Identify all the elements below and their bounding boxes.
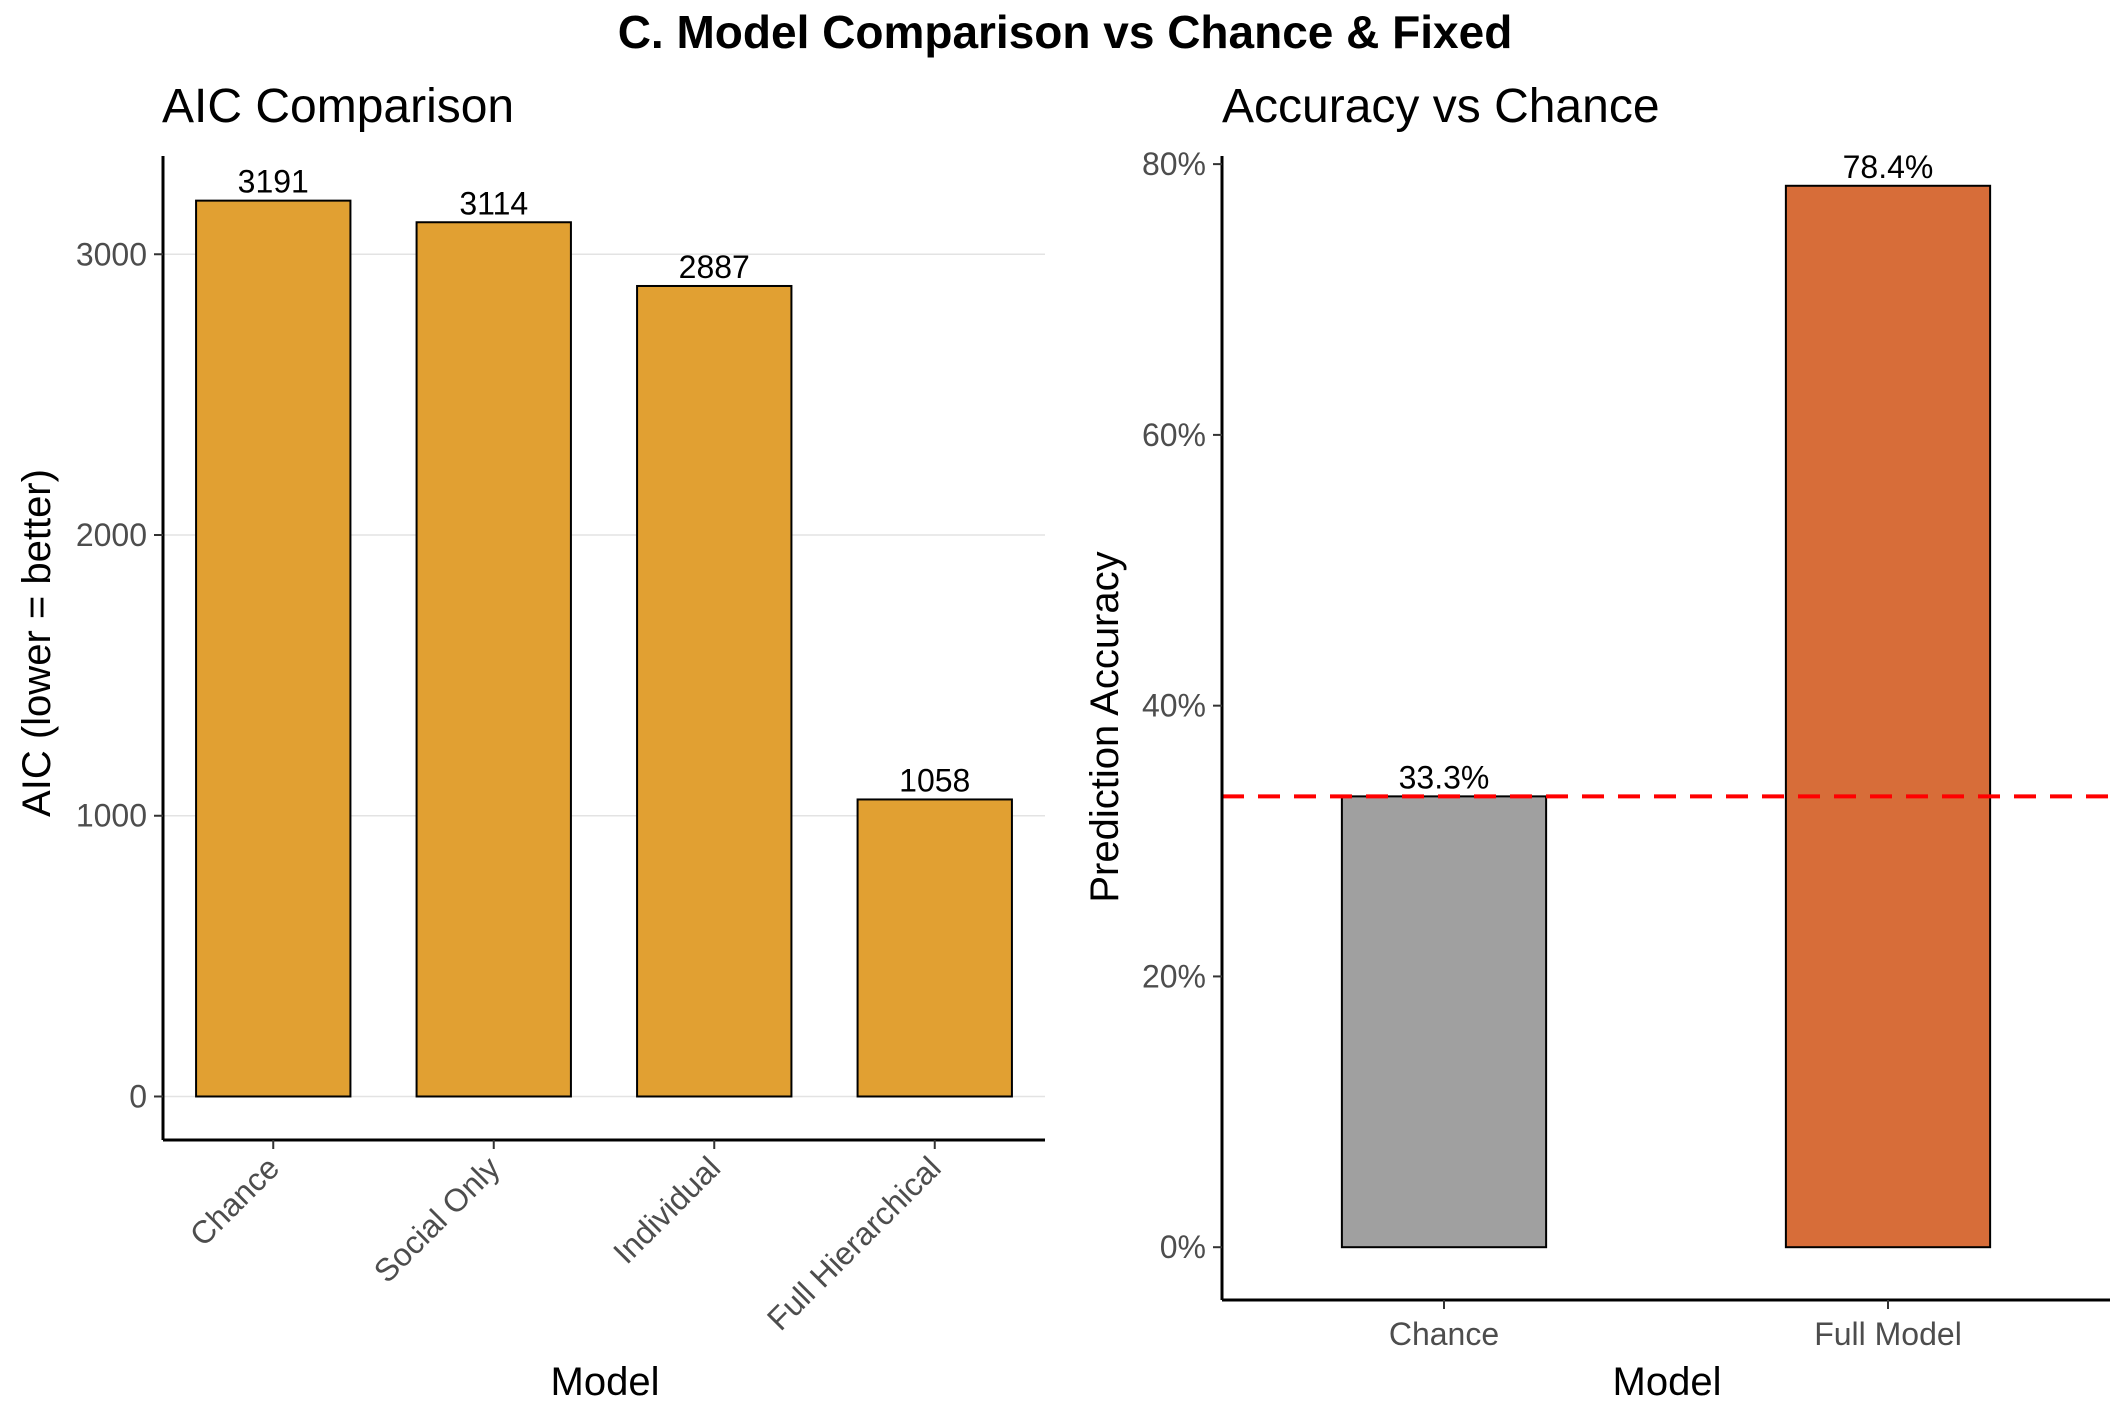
aic-bar-individual <box>636 284 793 1098</box>
aic-data-label-social-only: 3114 <box>459 185 528 221</box>
accuracy-y-tick-label: 60% <box>1142 417 1206 453</box>
aic-panel-title: AIC Comparison <box>162 80 514 133</box>
accuracy-data-label-chance: 33.3% <box>1399 759 1490 795</box>
accuracy-axes <box>1220 156 2110 1302</box>
aic-data-label-full-hierarchical: 1058 <box>899 762 970 798</box>
accuracy-x-ticks: Chance Full Model <box>1389 1300 1962 1352</box>
aic-y-tick-label: 1000 <box>76 798 147 834</box>
accuracy-y-tick-label: 80% <box>1142 146 1206 182</box>
aic-bar-chance <box>195 199 352 1098</box>
accuracy-x-tick-label-full-model: Full Model <box>1814 1316 1962 1352</box>
aic-x-tick-label-chance: Chance <box>183 1149 286 1252</box>
aic-bar-full-hierarchical <box>856 798 1013 1098</box>
aic-axes <box>161 156 1045 1142</box>
accuracy-y-tick-label: 0% <box>1160 1229 1206 1265</box>
accuracy-y-tick-label: 20% <box>1142 958 1206 994</box>
aic-y-tick-label: 0 <box>129 1078 147 1114</box>
aic-panel: AIC Comparison 3191 3114 2887 1058 0 1000 200… <box>15 80 1045 1404</box>
accuracy-y-tick-label: 40% <box>1142 688 1206 724</box>
accuracy-panel-title: Accuracy vs Chance <box>1222 80 1660 133</box>
aic-data-label-individual: 2887 <box>679 249 750 285</box>
aic-bar-social-only <box>415 221 572 1098</box>
accuracy-bar-full-model <box>1784 184 1992 1249</box>
aic-x-tick-label-full-hierarchical: Full Hierarchical <box>760 1149 948 1337</box>
accuracy-x-axis-title: Model <box>1613 1360 1722 1404</box>
aic-y-tick-label: 3000 <box>76 236 147 272</box>
accuracy-bars <box>1340 184 1992 1249</box>
aic-y-ticks: 0 1000 2000 3000 <box>76 236 163 1114</box>
aic-data-labels: 3191 3114 2887 1058 <box>238 164 971 799</box>
aic-x-tick-label-individual: Individual <box>606 1149 727 1270</box>
accuracy-y-ticks: 0% 20% 40% 60% 80% <box>1142 146 1222 1265</box>
accuracy-data-label-full-model: 78.4% <box>1843 149 1934 185</box>
aic-bars <box>195 199 1013 1098</box>
figure-title: C. Model Comparison vs Chance & Fixed <box>618 6 1513 58</box>
aic-y-tick-label: 2000 <box>76 517 147 553</box>
accuracy-x-tick-label-chance: Chance <box>1389 1316 1499 1352</box>
aic-y-axis-title: AIC (lower = better) <box>15 469 59 817</box>
accuracy-y-axis-title: Prediction Accuracy <box>1083 551 1127 902</box>
aic-data-label-chance: 3191 <box>238 164 309 200</box>
aic-x-ticks: Chance Social Only Individual Full Hierarch… <box>183 1140 948 1337</box>
accuracy-panel: Accuracy vs Chance 33.3% 78.4% 0% 20% 40% 60… <box>1083 80 2110 1404</box>
aic-x-tick-label-social-only: Social Only <box>367 1149 507 1289</box>
aic-x-axis-title: Model <box>551 1360 660 1404</box>
accuracy-bar-chance <box>1340 795 1548 1249</box>
accuracy-data-labels: 33.3% 78.4% <box>1399 149 1934 796</box>
